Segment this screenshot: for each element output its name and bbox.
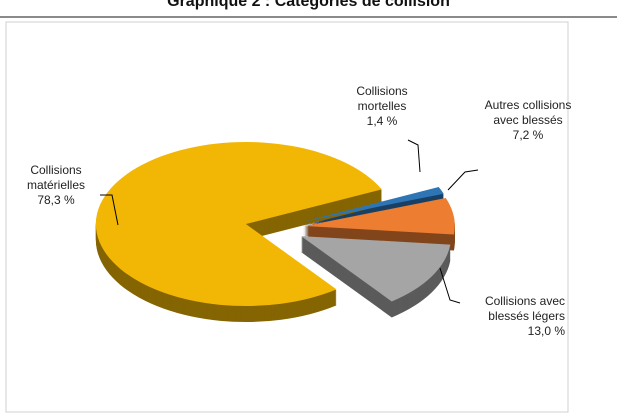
- slice: [304, 198, 455, 235]
- chart-frame: [5, 21, 569, 413]
- value-label: 78,3 %: [37, 193, 75, 207]
- slice: [301, 236, 451, 302]
- leader-line: [100, 194, 119, 226]
- leader-line: [447, 169, 479, 191]
- value-label: 1,4 %: [366, 114, 398, 128]
- category-label: Autres collisions avec blessés: [484, 98, 572, 127]
- category-label: Collisions avec blessés légers: [484, 294, 565, 323]
- slice-label: Collisions mortelles 1,4 %: [346, 84, 418, 129]
- leader-line: [407, 139, 421, 173]
- slice: [302, 187, 444, 222]
- slice-label: Autres collisions avec blessés 7,2 %: [478, 98, 578, 143]
- category-label: Collisions matérielles: [26, 163, 86, 192]
- pie: [95, 142, 455, 323]
- value-label: 13,0 %: [527, 324, 565, 338]
- slice: [95, 142, 382, 307]
- slice-label: Collisions avec blessés légers 13,0 %: [455, 294, 565, 339]
- value-label: 7,2 %: [512, 128, 544, 142]
- leader-line: [439, 267, 461, 304]
- category-label: Collisions mortelles: [356, 84, 408, 113]
- chart-title: Graphique 2 : Catégories de collision: [167, 0, 450, 10]
- slice-label: Collisions matérielles 78,3 %: [12, 163, 100, 208]
